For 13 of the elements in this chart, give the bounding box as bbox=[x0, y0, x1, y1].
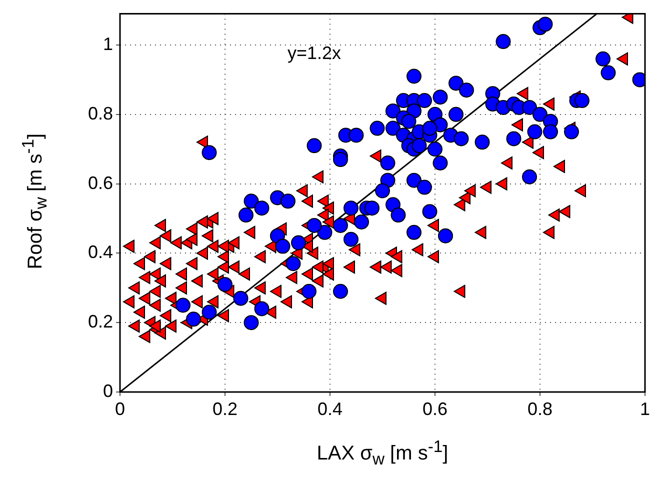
y-tick-label: 0.8 bbox=[88, 103, 113, 124]
y-tick-label: 0 bbox=[102, 380, 113, 401]
y-tick-label: 1 bbox=[102, 34, 113, 54]
x-axis-title: LAX σ$_{w}$ [m s$^{-1}$] bbox=[316, 437, 450, 470]
y-tick-label: 0.4 bbox=[88, 242, 113, 262]
x-tick-label: 0.4 bbox=[317, 398, 343, 419]
x-tick-label: 0.6 bbox=[422, 398, 448, 419]
x-tick-label: 1 bbox=[640, 398, 650, 419]
x-tick-label: 0.8 bbox=[527, 398, 553, 419]
y-tick-label: 0.6 bbox=[88, 172, 113, 193]
x-tick-label: 0.2 bbox=[212, 398, 238, 419]
annotation: y=1.2x bbox=[287, 42, 342, 63]
y-tick-label: 0.2 bbox=[88, 312, 113, 332]
